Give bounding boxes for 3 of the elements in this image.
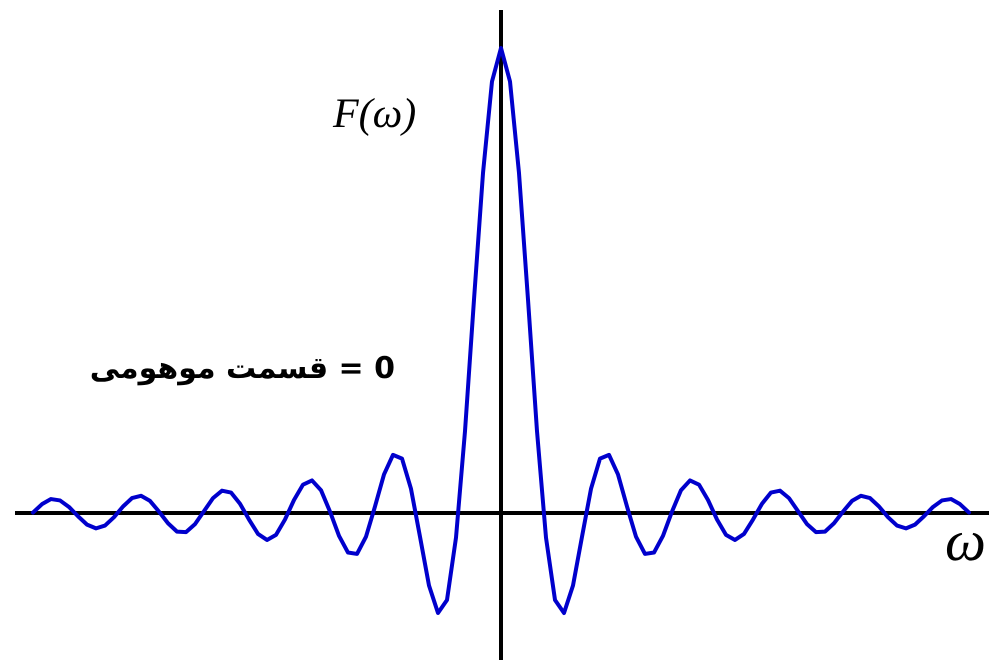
x-axis-title: ω — [945, 508, 986, 573]
annotation: 0 = قسمت موهومی — [90, 351, 395, 386]
y-axis-title: F(ω) — [332, 91, 416, 137]
